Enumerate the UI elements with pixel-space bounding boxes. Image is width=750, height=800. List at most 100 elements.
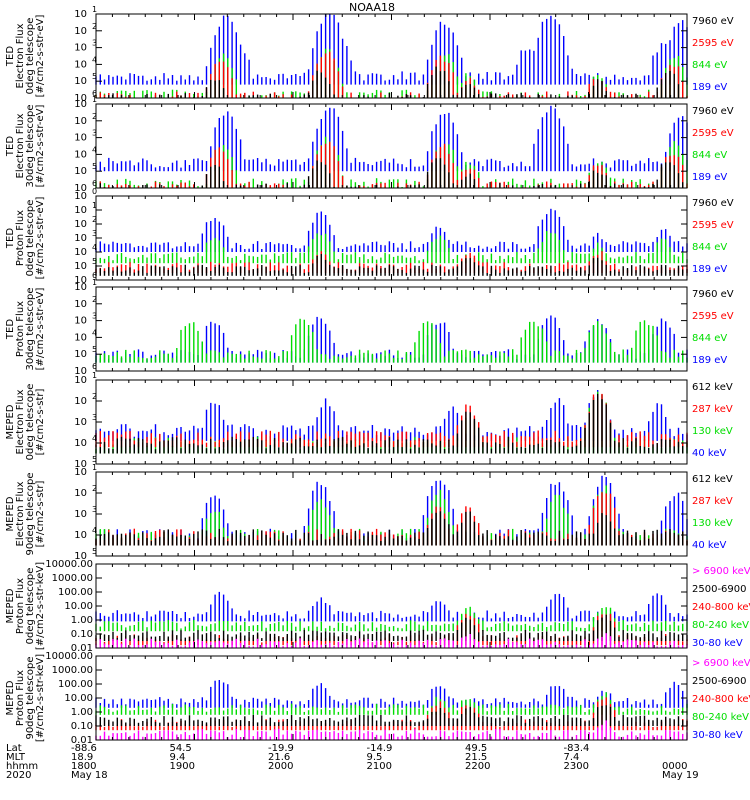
series-844-ev [95,318,688,363]
legend-entry: 844 eV [692,60,727,71]
y-tick-label: 10 [74,205,87,216]
legend-entry: > 6900 keV [692,566,750,577]
legend-entry: 40 keV [692,540,726,551]
panel-2: 10 6 10 5 10 4 10 3 10 2 10 1 TED Electron Flux 30deg … [5,95,734,194]
y-tick-exponent: 3 [92,229,97,238]
legend-entry: 189 eV [692,355,727,366]
y-tick-exponent: 4 [92,145,97,154]
y-axis-label: [#/cm2-s-str] [35,388,46,455]
y-tick-label: 10 [74,530,87,541]
y-tick-exponent: 5 [92,455,97,464]
y-tick-exponent: 3 [92,312,97,321]
y-tick-label: 10 [74,349,87,360]
y-tick-exponent: 0 [92,187,97,196]
y-tick-exponent: 4 [92,55,97,64]
legend-entry: 30-80 keV [692,638,743,649]
y-axis-label: 30deg telescope [25,104,36,187]
y-axis-label: TED [5,136,16,157]
series-7960-ev [95,66,680,98]
y-tick-exponent: 1 [92,201,97,210]
y-tick-label: 10 [74,219,87,230]
y-tick-exponent: 1 [92,371,97,380]
y-tick-exponent: 4 [92,434,97,443]
y-axis-label: [#/cm2-s-str-eV] [35,15,46,98]
y-axis-label: 0deg telescope [25,568,36,645]
y-tick-label: 10 [74,275,87,286]
y-tick-label: 10 [74,316,87,327]
panel-3: 10 6 10 5 10 4 10 3 10 2 10 1 10 0 TED Proton Flux 0deg … [5,187,734,286]
y-tick-exponent: 1 [92,278,97,287]
series-612-kev [95,393,688,454]
y-tick-exponent: 5 [92,547,97,556]
y-tick-label: 10 [74,551,87,562]
series-189-ev [95,14,688,85]
y-tick-exponent: 1 [92,5,97,14]
legend-entry: 844 eV [692,242,727,253]
y-axis-label: Proton Flux [15,578,26,634]
chart-title: NOAA18 [349,1,395,14]
y-tick-label: 10 [74,247,87,258]
y-tick-label: 10 [74,509,87,520]
series-189-ev [95,105,688,172]
y-axis-label: Electron Flux [15,389,26,454]
y-tick-exponent: 2 [92,484,97,493]
y-tick-exponent: 5 [92,257,97,266]
y-tick-label: 10 [74,282,87,293]
y-tick-label: 10 [74,76,87,87]
y-axis-label: [#/cm2-s-str-keV] [35,562,46,650]
y-axis-label: [#/cm2-s-str-eV] [35,197,46,280]
y-axis-label: MEPED [5,496,16,531]
y-tick-label: 10 [74,375,87,386]
legend-entry: 189 eV [692,264,727,275]
legend-entry: 287 keV [692,404,733,415]
legend-entry: 189 eV [692,172,727,183]
y-tick-label: 10 [74,9,87,20]
legend-entry: 2595 eV [692,220,734,231]
legend-entry: 844 eV [692,333,727,344]
y-axis-label: [#/cm2-s-str] [35,480,46,547]
y-tick-label: 10 [74,261,87,272]
y-axis-label: TED [5,228,16,249]
y-axis-label: [#/cm2-s-str-eV] [35,288,46,371]
y-tick-exponent: 6 [92,362,97,371]
y-tick-exponent: 5 [92,72,97,81]
y-axis-label: MEPED [5,404,16,439]
y-tick-exponent: 3 [92,413,97,422]
y-tick-label: 10 [74,26,87,37]
y-tick-exponent: 1 [92,95,97,104]
panel-8: 0.010.101.0010.00100.001000.0010000.00ME… [5,651,750,746]
legend-entry: 7960 eV [692,16,734,27]
y-tick-label: 10 [74,396,87,407]
y-axis-label: 30deg telescope [25,287,36,370]
legend-entry: 844 eV [692,150,727,161]
legend-entry: 240-800 keV [692,602,750,613]
y-tick-label: 1000.00 [52,573,93,584]
y-tick-label: 10 [74,93,87,104]
y-axis-label: [#/cm2-s-str-eV] [35,105,46,188]
y-tick-exponent: 1 [92,463,97,472]
y-axis-label: Electron Flux [15,113,26,178]
y-axis-label: 0deg telescope [25,200,36,277]
y-tick-exponent: 3 [92,129,97,138]
series-2500-6900 [95,614,688,641]
y-tick-exponent: 5 [92,345,97,354]
y-tick-exponent: 4 [92,526,97,535]
legend-entry: 189 eV [692,82,727,93]
legend-entry: 7960 eV [692,289,734,300]
y-tick-label: 10 [74,467,87,478]
y-tick-label: 10 [74,43,87,54]
panel-6: 10 5 10 4 10 3 10 2 10 1 MEPED Electron Flux 90deg t… [5,463,733,562]
y-axis-label: TED [5,319,16,340]
series-7960-ev [95,254,688,276]
y-tick-exponent: 5 [92,162,97,171]
y-tick-label: 10 [74,183,87,194]
legend-entry: 130 keV [692,426,733,437]
panel-4: 10 6 10 5 10 4 10 3 10 2 10 1 TED Proton Flux 30deg te… [5,278,734,377]
y-tick-exponent: 2 [92,112,97,121]
series-612-kev [95,511,688,546]
y-tick-label: 10 [74,299,87,310]
series-844-ev [95,231,688,264]
y-tick-label: 0.10 [71,629,93,640]
y-tick-label: 10 [74,488,87,499]
